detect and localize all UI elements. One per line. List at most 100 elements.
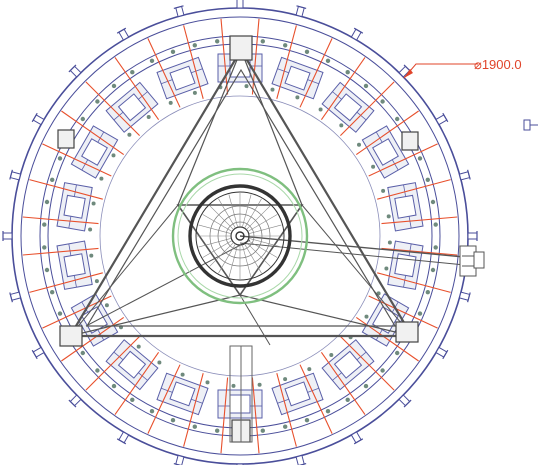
rib — [29, 272, 103, 293]
hub-spoke — [202, 214, 233, 232]
rib — [299, 364, 333, 434]
rib — [85, 336, 140, 391]
mounting-tab — [116, 27, 130, 41]
hub-spoke — [244, 243, 262, 274]
rib — [42, 143, 112, 177]
bolt — [357, 142, 361, 147]
rib — [377, 179, 451, 200]
bolt — [425, 290, 430, 295]
module-block — [70, 125, 119, 179]
hub-spoke — [246, 242, 271, 267]
hub-spoke — [198, 238, 232, 248]
hub-spoke — [202, 240, 233, 258]
bolt — [430, 267, 436, 273]
bolt — [270, 87, 275, 92]
bolt — [283, 424, 288, 429]
hub-spoke — [209, 242, 234, 267]
rib — [114, 351, 160, 415]
bolt — [192, 43, 197, 48]
bolt — [257, 382, 262, 387]
mounting-tab — [398, 394, 412, 408]
module-block — [56, 182, 93, 232]
mounting-tab — [435, 112, 449, 126]
rib — [368, 143, 438, 177]
rib — [340, 336, 395, 391]
bolt — [283, 43, 288, 48]
bolt — [88, 227, 93, 232]
bolt — [380, 99, 385, 104]
bolt — [417, 311, 423, 316]
rib — [377, 272, 451, 293]
mounting-tab — [236, 0, 244, 9]
bolt — [192, 424, 197, 429]
bolt — [417, 156, 423, 161]
bolt — [329, 353, 334, 357]
mounting-tab — [350, 431, 364, 445]
bolt — [387, 240, 392, 245]
bolt — [205, 380, 210, 385]
hub-spoke — [228, 244, 238, 278]
bolt — [104, 303, 109, 308]
mounting-tab — [9, 169, 22, 181]
rib — [147, 38, 181, 108]
mounting-tab — [435, 346, 449, 360]
hub-spoke — [218, 243, 236, 274]
hub-spoke — [228, 194, 238, 228]
bolt — [111, 153, 116, 158]
bolt — [50, 290, 55, 295]
bolt — [345, 70, 350, 75]
rib — [29, 179, 103, 200]
rib — [85, 81, 140, 136]
bolt — [157, 360, 162, 365]
mounting-tab — [31, 112, 45, 126]
module-block — [361, 125, 410, 179]
bolt — [425, 177, 430, 182]
mounting-tab — [458, 169, 471, 181]
bolt — [95, 368, 100, 373]
bolt — [304, 418, 310, 423]
bolt — [149, 409, 155, 414]
hub-spoke — [247, 214, 278, 232]
mounting-tab — [173, 5, 185, 18]
outer-mounting-tabs — [2, 0, 478, 465]
central-hub — [188, 184, 292, 288]
rib — [220, 377, 229, 454]
bolt-icon — [523, 119, 538, 131]
module-block — [387, 182, 424, 232]
bolt — [80, 116, 86, 122]
rib — [299, 38, 333, 108]
rib — [42, 295, 112, 329]
mounting-tab — [295, 5, 307, 18]
rib — [147, 364, 181, 434]
bolt — [339, 123, 344, 128]
rib — [183, 373, 204, 447]
rib — [61, 110, 125, 156]
mounting-tab — [68, 64, 82, 78]
rib — [114, 57, 160, 121]
bolt — [146, 115, 151, 119]
bolt — [127, 132, 132, 137]
bolt — [111, 83, 117, 89]
bolt — [304, 49, 310, 54]
rib — [220, 18, 229, 95]
bolt — [57, 156, 63, 161]
mounting-tab — [2, 231, 13, 241]
bolt — [325, 409, 331, 414]
bolt — [215, 428, 220, 433]
hub-spoke — [218, 198, 236, 229]
bolt — [80, 350, 86, 356]
dimension-callout: ⌀1900.0 — [403, 57, 522, 79]
radial-ribs — [22, 18, 458, 454]
bolt — [318, 107, 323, 112]
hub-spoke — [242, 244, 252, 278]
bolt — [170, 49, 176, 54]
hub-spoke — [244, 198, 262, 229]
bolt — [42, 245, 47, 250]
bolt — [42, 222, 47, 227]
module-block — [321, 81, 375, 133]
bolt — [364, 314, 369, 319]
hub-spoke — [247, 240, 278, 258]
hub-spoke — [198, 224, 232, 234]
